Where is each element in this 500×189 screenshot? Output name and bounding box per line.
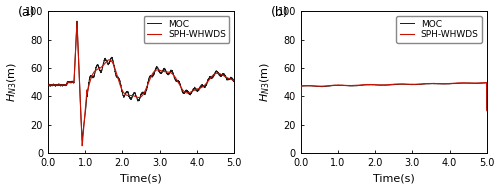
MOC (79, 140, 85, 142)
SPH-WHWDS (116, 82, 122, 84)
Line: MOC: MOC (300, 83, 487, 120)
SPH-WHWDS (45, 84, 51, 86)
MOC (74, 20, 80, 22)
MOC (66, 81, 72, 83)
Legend: MOC, SPH-WHWDS: MOC, SPH-WHWDS (396, 16, 482, 43)
SPH-WHWDS (330, 84, 336, 86)
SPH-WHWDS (231, 80, 237, 82)
SPH-WHWDS (484, 110, 490, 112)
SPH-WHWDS (369, 84, 375, 86)
SPH-WHWDS (79, 145, 85, 147)
MOC (231, 80, 237, 82)
MOC (208, 77, 214, 79)
SPH-WHWDS (460, 82, 466, 84)
Y-axis label: $H_{N3}$(m): $H_{N3}$(m) (258, 62, 272, 102)
MOC (330, 84, 336, 87)
SPH-WHWDS (377, 84, 383, 86)
Text: (b): (b) (271, 6, 288, 19)
Y-axis label: $H_{N3}$(m): $H_{N3}$(m) (6, 62, 19, 102)
MOC (124, 91, 130, 93)
MOC (228, 78, 234, 80)
MOC (377, 84, 383, 86)
MOC (484, 108, 490, 110)
MOC (483, 82, 489, 84)
MOC (319, 85, 325, 88)
MOC (460, 82, 466, 84)
SPH-WHWDS (298, 118, 304, 121)
SPH-WHWDS (484, 81, 490, 84)
SPH-WHWDS (228, 78, 234, 80)
MOC (78, 100, 84, 102)
MOC (298, 119, 304, 121)
SPH-WHWDS (74, 20, 80, 23)
MOC (45, 84, 51, 86)
SPH-WHWDS (78, 99, 84, 101)
X-axis label: Time(s): Time(s) (120, 174, 162, 184)
X-axis label: Time(s): Time(s) (373, 174, 414, 184)
MOC (116, 78, 122, 81)
MOC (480, 82, 486, 84)
Text: (a): (a) (18, 6, 36, 19)
Line: SPH-WHWDS: SPH-WHWDS (300, 83, 487, 119)
SPH-WHWDS (124, 94, 130, 97)
MOC (369, 84, 375, 86)
SPH-WHWDS (319, 85, 325, 87)
Legend: MOC, SPH-WHWDS: MOC, SPH-WHWDS (144, 16, 230, 43)
SPH-WHWDS (208, 77, 214, 79)
Line: MOC: MOC (48, 21, 234, 141)
SPH-WHWDS (480, 82, 486, 84)
Line: SPH-WHWDS: SPH-WHWDS (48, 22, 234, 146)
SPH-WHWDS (66, 81, 72, 83)
